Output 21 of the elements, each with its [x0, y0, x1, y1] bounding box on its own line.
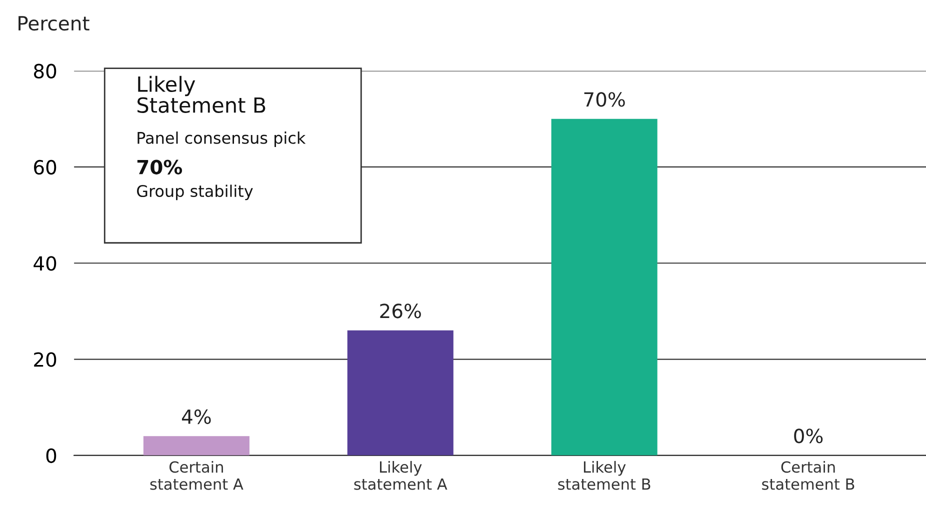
- y-tick-label: 40: [34, 256, 56, 271]
- data-label: 0%: [794, 428, 823, 444]
- data-label: 70%: [584, 92, 625, 107]
- x-tick-label: Certain statement A: [150, 460, 244, 490]
- y-tick-label: 0: [46, 448, 56, 464]
- bar: [143, 436, 250, 456]
- y-axis-title: Percent: [18, 16, 90, 31]
- annotation: Group stability: [137, 184, 253, 200]
- x-tick-label: Likely statement A: [354, 460, 448, 490]
- y-tick-label: 20: [34, 352, 56, 367]
- x-tick-label: Certain statement B: [762, 460, 854, 490]
- bar: [551, 118, 658, 456]
- bar: [347, 330, 454, 456]
- y-tick-label: 80: [34, 64, 56, 79]
- data-label: 26%: [380, 304, 421, 318]
- annotation: Panel consensus pick: [138, 132, 306, 148]
- data-label: 4%: [182, 409, 211, 424]
- x-tick-label: Likely statement B: [558, 460, 650, 490]
- annotation: 70%: [137, 160, 182, 174]
- y-tick-label: 60: [34, 160, 56, 175]
- annotation: Likely Statement B: [137, 76, 266, 113]
